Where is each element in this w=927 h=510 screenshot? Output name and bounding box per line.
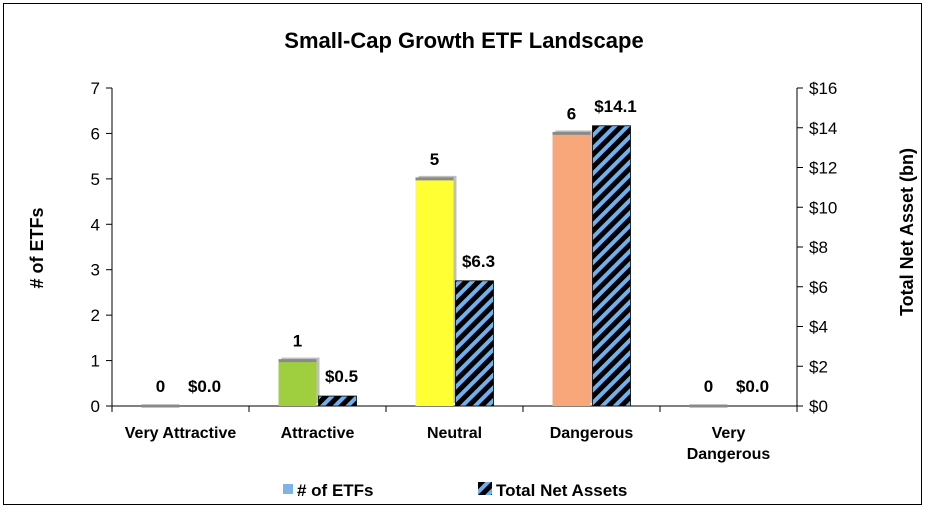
y-right-tick-label: $0: [809, 397, 828, 416]
legend-swatch-etf-count: [283, 484, 293, 494]
x-tick-label: Dangerous: [550, 425, 634, 442]
bar-total-net-assets: [318, 395, 357, 407]
data-label-net-assets: $14.1: [594, 97, 637, 116]
y-right-tick-label: $2: [809, 357, 828, 376]
data-label-net-assets: $6.3: [462, 252, 495, 271]
y-left-tick-label: 3: [91, 261, 100, 280]
legend-label-etf-count: # of ETFs: [297, 481, 374, 500]
x-tick-label: Neutral: [427, 425, 482, 442]
data-label-etf-count: 1: [293, 332, 302, 351]
legend-label-net-assets: Total Net Assets: [496, 481, 627, 500]
y-left-tick-label: 6: [91, 124, 100, 143]
bar-total-net-assets: [455, 280, 494, 407]
data-label-etf-count: 0: [156, 377, 165, 396]
y-left-tick-label: 5: [91, 170, 100, 189]
y-right-tick-label: $14: [809, 119, 837, 138]
y-right-tick-label: $12: [809, 159, 837, 178]
y-right-tick-label: $8: [809, 238, 828, 257]
y-left-tick-label: 2: [91, 306, 100, 325]
bars: [141, 125, 728, 408]
chart-title: Small-Cap Growth ETF Landscape: [284, 28, 643, 53]
y-left-tick-label: 1: [91, 352, 100, 371]
chart-frame: [3, 3, 922, 505]
bar-total-net-assets: [592, 125, 631, 407]
bar-etf-count: [278, 360, 317, 406]
y-axis-right-label: Total Net Asset (bn): [897, 148, 917, 316]
data-label-etf-count: 5: [430, 150, 439, 169]
data-label-net-assets: $0.0: [736, 377, 769, 396]
legend: # of ETFs Total Net Assets: [283, 481, 627, 500]
y-left-tick-label: 4: [91, 215, 100, 234]
data-label-net-assets: $0.5: [325, 367, 358, 386]
bar-etf-count: [552, 133, 591, 406]
y-right-tick-label: $16: [809, 79, 837, 98]
x-tick-label: Very Attractive: [125, 425, 237, 442]
y-right-tick-label: $6: [809, 278, 828, 297]
y-left-tick-label: 0: [91, 397, 100, 416]
data-labels: 0 $0.0 1 $0.5 5 $6.3 6 $14.1 0 $0.0: [156, 97, 769, 396]
data-label-net-assets: $0.0: [188, 377, 221, 396]
data-label-etf-count: 0: [704, 377, 713, 396]
legend-swatch-net-assets: [478, 482, 492, 495]
x-tick-label: Attractive: [281, 425, 355, 442]
y-right-tick-label: $4: [809, 318, 828, 337]
x-tick-label: Very Dangerous: [687, 425, 771, 463]
axes: 0 1 2 3 4 5 6 7 $0 $2 $4 $6 $8 $10 $12 $14 $16 Very Attra…: [91, 79, 838, 463]
y-left-tick-label: 7: [91, 79, 100, 98]
y-axis-left-label: # of ETFs: [27, 207, 47, 288]
bar-etf-count: [415, 178, 454, 406]
data-label-etf-count: 6: [567, 104, 576, 123]
y-right-tick-label: $10: [809, 198, 837, 217]
